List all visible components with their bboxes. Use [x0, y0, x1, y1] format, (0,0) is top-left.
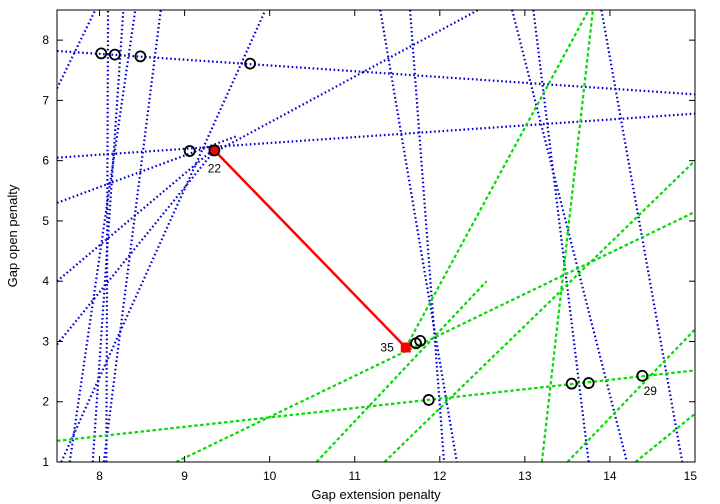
- y-tick-label-3: 4: [42, 274, 49, 288]
- red-square-1: [400, 342, 411, 353]
- circle-point-1: [108, 48, 121, 61]
- x-tick-label-7: 15: [684, 469, 698, 483]
- points-layer: [95, 47, 649, 406]
- blue-line-5: [57, 10, 97, 89]
- circle-point-3: [244, 57, 257, 70]
- x-tick-label-5: 13: [518, 469, 532, 483]
- green-line-2: [315, 280, 488, 462]
- blue-line-1: [57, 112, 695, 159]
- y-tick-label-1: 2: [42, 395, 49, 409]
- y-tick-label-2: 3: [42, 334, 49, 348]
- x-tick-label-6: 14: [603, 469, 617, 483]
- y-tick-label-0: 1: [42, 455, 49, 469]
- circle-point-2: [134, 50, 147, 63]
- blue-line-4: [57, 144, 220, 346]
- blue-line-13: [379, 10, 458, 462]
- red-square-0: [209, 145, 220, 156]
- blue-line-8: [102, 10, 162, 462]
- green-line-4: [404, 10, 590, 349]
- y-tick-label-6: 7: [42, 93, 49, 107]
- green-line-3: [383, 159, 695, 462]
- point-label-29: 29: [644, 384, 658, 398]
- blue-line-16: [600, 10, 684, 462]
- x-axis-label: Gap extension penalty: [311, 487, 441, 502]
- point-label-35: 35: [380, 340, 394, 354]
- blue-line-10: [60, 10, 267, 462]
- plot-frame: [56, 9, 696, 463]
- red-path-line: [213, 149, 407, 349]
- circle-point-9: [565, 377, 578, 390]
- circle-point-8: [422, 394, 435, 406]
- y-tick-label-5: 6: [42, 154, 49, 168]
- point-labels: 22 35 29: [208, 161, 658, 397]
- y-tick-label-4: 5: [42, 214, 49, 228]
- point-label-22: 22: [208, 161, 222, 175]
- y-tick-label-7: 8: [42, 33, 49, 47]
- blue-line-15: [532, 10, 590, 462]
- circle-point-11: [636, 369, 649, 382]
- green-line-6: [566, 328, 695, 462]
- blue-line-3: [57, 147, 216, 283]
- circle-point-0: [95, 47, 108, 60]
- green-line-1: [175, 210, 695, 462]
- green-line-5: [540, 10, 595, 462]
- green-line-7: [634, 412, 695, 462]
- x-tick-label-3: 11: [348, 469, 361, 483]
- x-tick-label-4: 12: [433, 469, 447, 483]
- circle-point-7: [414, 334, 427, 347]
- y-axis-label: Gap open penalty: [5, 184, 20, 287]
- series-lines: [57, 10, 695, 462]
- circle-point-10: [582, 377, 595, 389]
- circle-point-4: [183, 145, 196, 157]
- x-tick-label-1: 9: [181, 469, 188, 483]
- x-tick-label-2: 10: [263, 469, 277, 483]
- blue-line-11: [209, 10, 479, 156]
- blue-line-0: [57, 49, 695, 96]
- x-tick-label-0: 8: [96, 469, 103, 483]
- green-line-0: [57, 369, 695, 443]
- blue-line-6: [68, 10, 137, 462]
- circle-point-5: [208, 144, 221, 157]
- red-path-layer: [209, 145, 411, 353]
